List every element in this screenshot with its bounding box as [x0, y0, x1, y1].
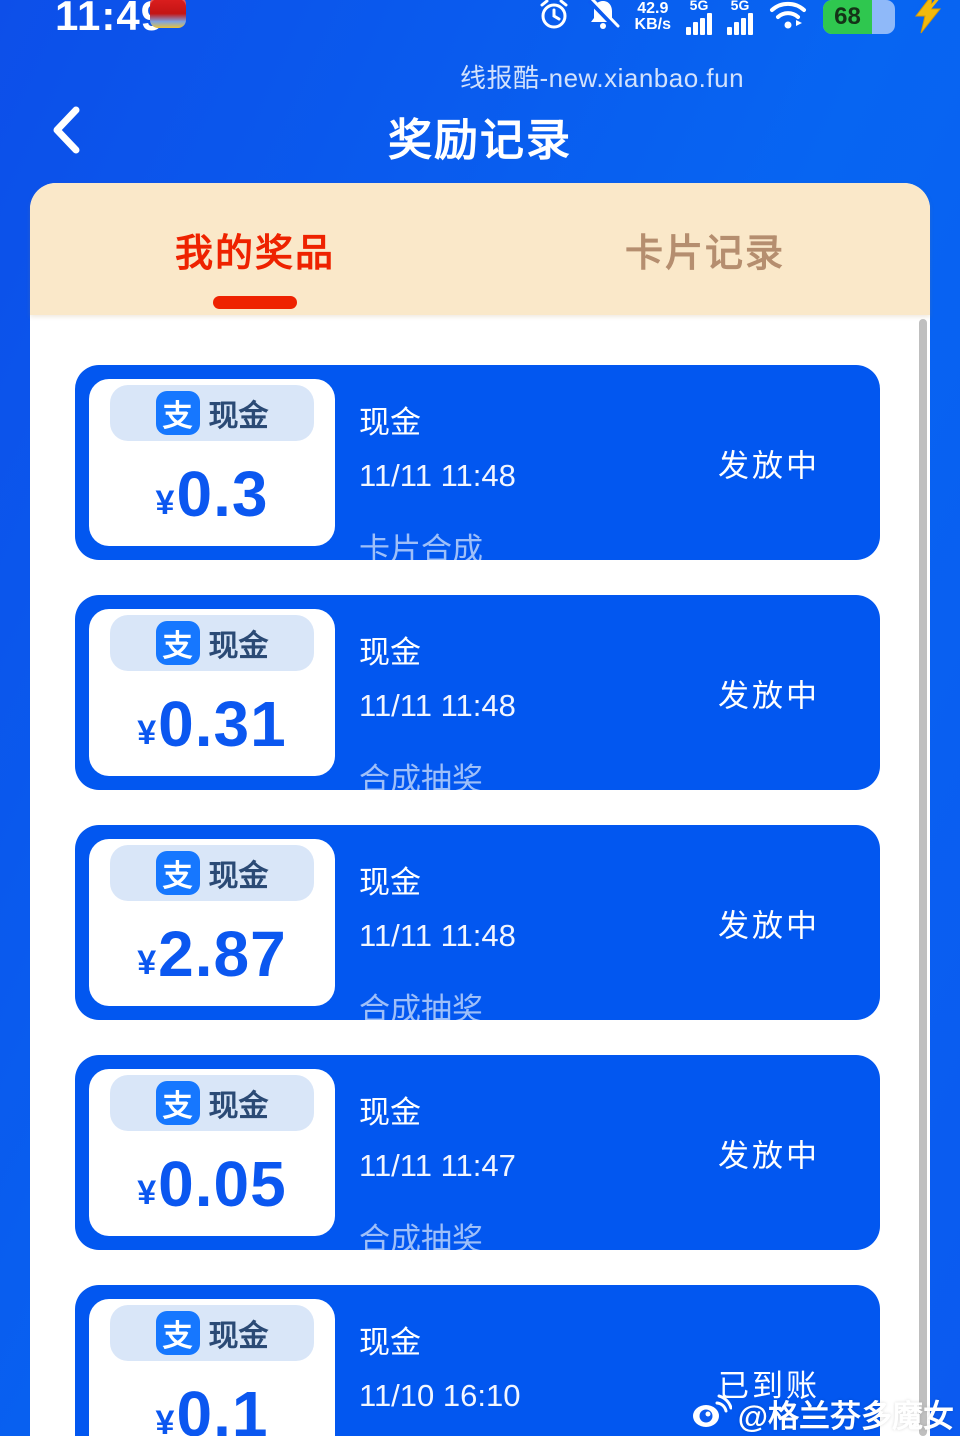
prize-box: 支 现金 ¥ 2.87	[89, 839, 335, 1006]
reward-source: 合成抽奖	[359, 1222, 483, 1257]
amount-value: 0.1	[176, 1377, 269, 1436]
reward-title: 现金	[359, 405, 421, 440]
reward-status: 发放中	[718, 908, 820, 943]
prize-badge-label: 现金	[208, 860, 269, 893]
reward-source: 卡片合成	[359, 532, 483, 567]
weibo-icon	[690, 1393, 733, 1434]
currency-symbol: ¥	[137, 1174, 157, 1212]
prize-badge: 支 现金	[110, 845, 314, 901]
page-url[interactable]: 线报酷-new.xianbao.fun	[459, 63, 745, 93]
prize-box: 支 现金 ¥ 0.1	[89, 1299, 335, 1436]
reward-info: 现金 11/11 11:47 合成抽奖	[335, 1055, 880, 1257]
reward-status: 已到账	[718, 1368, 820, 1403]
reward-time: 11/10 16:10	[359, 1378, 521, 1413]
reward-info: 现金 11/11 11:48 合成抽奖	[335, 825, 880, 1027]
reward-time: 11/11 11:48	[359, 688, 516, 723]
signal-sim1-icon: 5G	[686, 0, 712, 35]
battery-indicator: 68	[823, 0, 895, 34]
reward-info: 现金 11/10 16:10 卡片合成	[335, 1285, 880, 1436]
notification-app-icon	[150, 0, 186, 28]
tab-bar: 我的奖品 卡片记录	[30, 183, 930, 315]
prize-box: 支 现金 ¥ 0.05	[89, 1069, 335, 1236]
prize-amount: ¥ 0.1	[156, 1361, 269, 1436]
currency-symbol: ¥	[155, 1404, 175, 1436]
amount-value: 0.31	[158, 687, 287, 760]
reward-time: 11/11 11:48	[359, 458, 516, 493]
reward-status: 发放中	[718, 1138, 820, 1173]
prize-amount: ¥ 0.31	[137, 671, 286, 776]
rewards-panel: 我的奖品 卡片记录 支 现金 ¥ 0.3 现金 11/11 11:48 卡片合成…	[30, 183, 930, 1436]
reward-status: 发放中	[718, 448, 820, 483]
prize-badge-label: 现金	[208, 400, 269, 433]
reward-title: 现金	[359, 1095, 421, 1130]
reward-info: 现金 11/11 11:48 合成抽奖	[335, 595, 880, 797]
status-bar-icons: 42.9 KB/s 5G 5G 68	[537, 0, 946, 39]
prize-badge-label: 现金	[208, 1090, 269, 1123]
reward-card[interactable]: 支 现金 ¥ 0.1 现金 11/10 16:10 卡片合成 已到账	[75, 1285, 880, 1436]
tab-card-records[interactable]: 卡片记录	[624, 232, 785, 275]
prize-badge: 支 现金	[110, 615, 314, 671]
rewards-list: 支 现金 ¥ 0.3 现金 11/11 11:48 卡片合成 发放中 支 现金 …	[30, 315, 930, 1436]
reward-title: 现金	[359, 1325, 421, 1360]
reward-time: 11/11 11:47	[359, 1148, 516, 1183]
charging-flash-icon	[910, 0, 946, 39]
alipay-icon: 支	[155, 1081, 200, 1125]
reward-card[interactable]: 支 现金 ¥ 0.05 现金 11/11 11:47 合成抽奖 发放中	[75, 1055, 880, 1257]
reward-card[interactable]: 支 现金 ¥ 0.31 现金 11/11 11:48 合成抽奖 发放中	[75, 595, 880, 797]
watermark-text: @格兰芬多魔女	[737, 1399, 954, 1434]
prize-amount: ¥ 0.3	[156, 441, 269, 546]
reward-card[interactable]: 支 现金 ¥ 2.87 现金 11/11 11:48 合成抽奖 发放中	[75, 825, 880, 1027]
battery-fill	[823, 0, 872, 34]
prize-badge: 支 现金	[110, 385, 314, 441]
bell-muted-icon	[586, 0, 620, 36]
chevron-left-icon	[50, 105, 82, 160]
amount-value: 2.87	[158, 917, 287, 990]
active-tab-underline	[213, 296, 297, 309]
currency-symbol: ¥	[155, 484, 175, 522]
alarm-icon	[537, 0, 571, 36]
prize-badge-label: 现金	[208, 630, 269, 663]
tab-my-prizes[interactable]: 我的奖品	[30, 183, 480, 315]
prize-box: 支 现金 ¥ 0.3	[89, 379, 335, 546]
currency-symbol: ¥	[137, 714, 157, 752]
scrollbar[interactable]	[919, 319, 927, 1436]
back-button[interactable]	[44, 104, 88, 160]
alipay-icon: 支	[155, 1311, 200, 1355]
amount-value: 0.3	[176, 457, 269, 530]
reward-title: 现金	[359, 635, 421, 670]
clock-time: 11:49	[55, 0, 166, 39]
prize-badge: 支 现金	[110, 1305, 314, 1361]
status-bar: 11:49 42.9 KB/s 5G 5G	[0, 0, 960, 44]
amount-value: 0.05	[158, 1147, 287, 1220]
alipay-icon: 支	[155, 621, 200, 665]
prize-amount: ¥ 0.05	[137, 1131, 286, 1236]
alipay-icon: 支	[155, 851, 200, 895]
reward-time: 11/11 11:48	[359, 918, 516, 953]
page-title: 奖励记录	[388, 116, 572, 165]
reward-info: 现金 11/11 11:48 卡片合成	[335, 365, 880, 567]
reward-source: 合成抽奖	[359, 762, 483, 797]
page-header: 奖励记录	[0, 100, 960, 165]
signal-sim2-icon: 5G	[727, 0, 753, 35]
reward-source: 合成抽奖	[359, 992, 483, 1027]
prize-badge: 支 现金	[110, 1075, 314, 1131]
watermark: @格兰芬多魔女	[690, 1391, 954, 1436]
network-speed: 42.9 KB/s	[634, 0, 671, 33]
prize-amount: ¥ 2.87	[137, 901, 286, 1006]
reward-title: 现金	[359, 865, 421, 900]
prize-box: 支 现金 ¥ 0.31	[89, 609, 335, 776]
reward-card[interactable]: 支 现金 ¥ 0.3 现金 11/11 11:48 卡片合成 发放中	[75, 365, 880, 567]
prize-badge-label: 现金	[208, 1320, 269, 1353]
reward-status: 发放中	[718, 678, 820, 713]
currency-symbol: ¥	[137, 944, 157, 982]
wifi-icon	[768, 0, 808, 35]
alipay-icon: 支	[155, 391, 200, 435]
address-bar[interactable]: 线报酷-new.xianbao.fun	[0, 58, 960, 95]
